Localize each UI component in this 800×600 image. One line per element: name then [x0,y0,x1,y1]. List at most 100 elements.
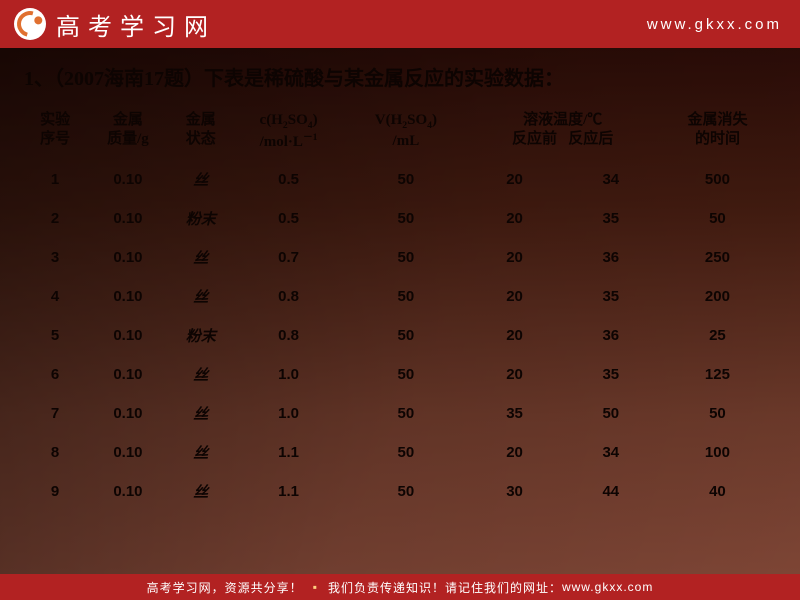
brand-title: 高考学习网 [56,7,216,42]
footer-text-2: 我们负责传递知识！请记住我们的网址： [328,579,562,596]
table-cell: 50 [345,394,466,433]
table-cell: 1.1 [232,472,346,511]
table-cell: 1 [24,160,86,199]
table-cell: 0.5 [232,160,346,199]
table-cell: 25 [659,316,776,355]
question-title: 1、（2007海南17题）下表是稀硫酸与某金属反应的实验数据： [24,62,776,91]
table-cell: 34 [563,433,659,472]
table-cell: 20 [466,316,562,355]
table-cell: 50 [345,472,466,511]
table-cell: 0.7 [232,238,346,277]
table-cell: 1.0 [232,394,346,433]
col-conc: c(H2SO4)/mol·L－1 [232,109,346,160]
table-cell: 20 [466,199,562,238]
table-cell: 3 [24,238,86,277]
table-cell: 50 [563,394,659,433]
table-cell: 20 [466,355,562,394]
table-row: 70.10丝1.050355050 [24,394,776,433]
col-time: 金属消失的时间 [659,109,776,160]
col-exp-no: 实验序号 [24,109,86,160]
table-cell: 丝 [170,355,232,394]
footer-text-1: 高考学习网，资源共分享！ [147,579,303,596]
table-cell: 0.10 [86,277,169,316]
table-cell: 0.10 [86,316,169,355]
table-cell: 34 [563,160,659,199]
table-cell: 100 [659,433,776,472]
table-cell: 35 [563,277,659,316]
table-cell: 0.10 [86,238,169,277]
table-cell: 50 [659,199,776,238]
separator-icon: ▪ [313,580,318,594]
table-cell: 200 [659,277,776,316]
table-cell: 50 [659,394,776,433]
table-cell: 4 [24,277,86,316]
table-cell: 1.0 [232,355,346,394]
table-cell: 6 [24,355,86,394]
table-row: 90.10丝1.150304440 [24,472,776,511]
table-row: 10.10丝0.5502034500 [24,160,776,199]
table-cell: 50 [345,433,466,472]
table-cell: 500 [659,160,776,199]
table-cell: 丝 [170,238,232,277]
table-cell: 35 [563,355,659,394]
table-cell: 0.10 [86,199,169,238]
table-cell: 36 [563,238,659,277]
table-cell: 0.10 [86,160,169,199]
table-cell: 50 [345,238,466,277]
table-cell: 丝 [170,160,232,199]
col-mass: 金属质量/g [86,109,169,160]
table-cell: 125 [659,355,776,394]
table-cell: 50 [345,316,466,355]
table-cell: 40 [659,472,776,511]
col-vol: V(H2SO4)/mL [345,109,466,160]
table-cell: 0.10 [86,433,169,472]
table-cell: 50 [345,160,466,199]
table-cell: 0.10 [86,472,169,511]
table-cell: 20 [466,433,562,472]
table-cell: 丝 [170,433,232,472]
table-cell: 1.1 [232,433,346,472]
table-cell: 20 [466,238,562,277]
table-cell: 0.8 [232,277,346,316]
footer-url: www.gkxx.com [562,580,653,594]
data-table: 实验序号 金属质量/g 金属状态 c(H2SO4)/mol·L－1 V(H2SO… [24,109,776,511]
table-cell: 50 [345,277,466,316]
table-row: 30.10丝0.7502036250 [24,238,776,277]
table-row: 20.10粉末0.550203550 [24,199,776,238]
table-body: 10.10丝0.550203450020.10粉末0.55020355030.1… [24,160,776,511]
col-state: 金属状态 [170,109,232,160]
table-cell: 丝 [170,472,232,511]
slide-content: 1、（2007海南17题）下表是稀硫酸与某金属反应的实验数据： 实验序号 金属质… [0,48,800,574]
table-cell: 50 [345,355,466,394]
footer-bar: 高考学习网，资源共分享！ ▪ 我们负责传递知识！请记住我们的网址： www.gk… [0,574,800,600]
table-header-row: 实验序号 金属质量/g 金属状态 c(H2SO4)/mol·L－1 V(H2SO… [24,109,776,160]
table-cell: 0.10 [86,394,169,433]
header-url: www.gkxx.com [647,16,782,33]
table-cell: 粉末 [170,316,232,355]
table-cell: 35 [466,394,562,433]
header-bar: 高考学习网 www.gkxx.com [0,0,800,48]
table-row: 60.10丝1.0502035125 [24,355,776,394]
table-cell: 20 [466,277,562,316]
table-cell: 5 [24,316,86,355]
table-row: 80.10丝1.1502034100 [24,433,776,472]
table-cell: 50 [345,199,466,238]
table-cell: 35 [563,199,659,238]
table-cell: 8 [24,433,86,472]
table-cell: 7 [24,394,86,433]
table-cell: 0.8 [232,316,346,355]
table-row: 50.10粉末0.850203625 [24,316,776,355]
table-cell: 丝 [170,394,232,433]
table-cell: 250 [659,238,776,277]
table-cell: 0.5 [232,199,346,238]
col-temp: 溶液温度/℃反应前 反应后 [466,109,658,160]
table-cell: 30 [466,472,562,511]
table-cell: 44 [563,472,659,511]
logo-icon [14,8,46,40]
table-cell: 0.10 [86,355,169,394]
table-cell: 2 [24,199,86,238]
table-cell: 丝 [170,277,232,316]
table-row: 40.10丝0.8502035200 [24,277,776,316]
table-cell: 36 [563,316,659,355]
table-cell: 9 [24,472,86,511]
